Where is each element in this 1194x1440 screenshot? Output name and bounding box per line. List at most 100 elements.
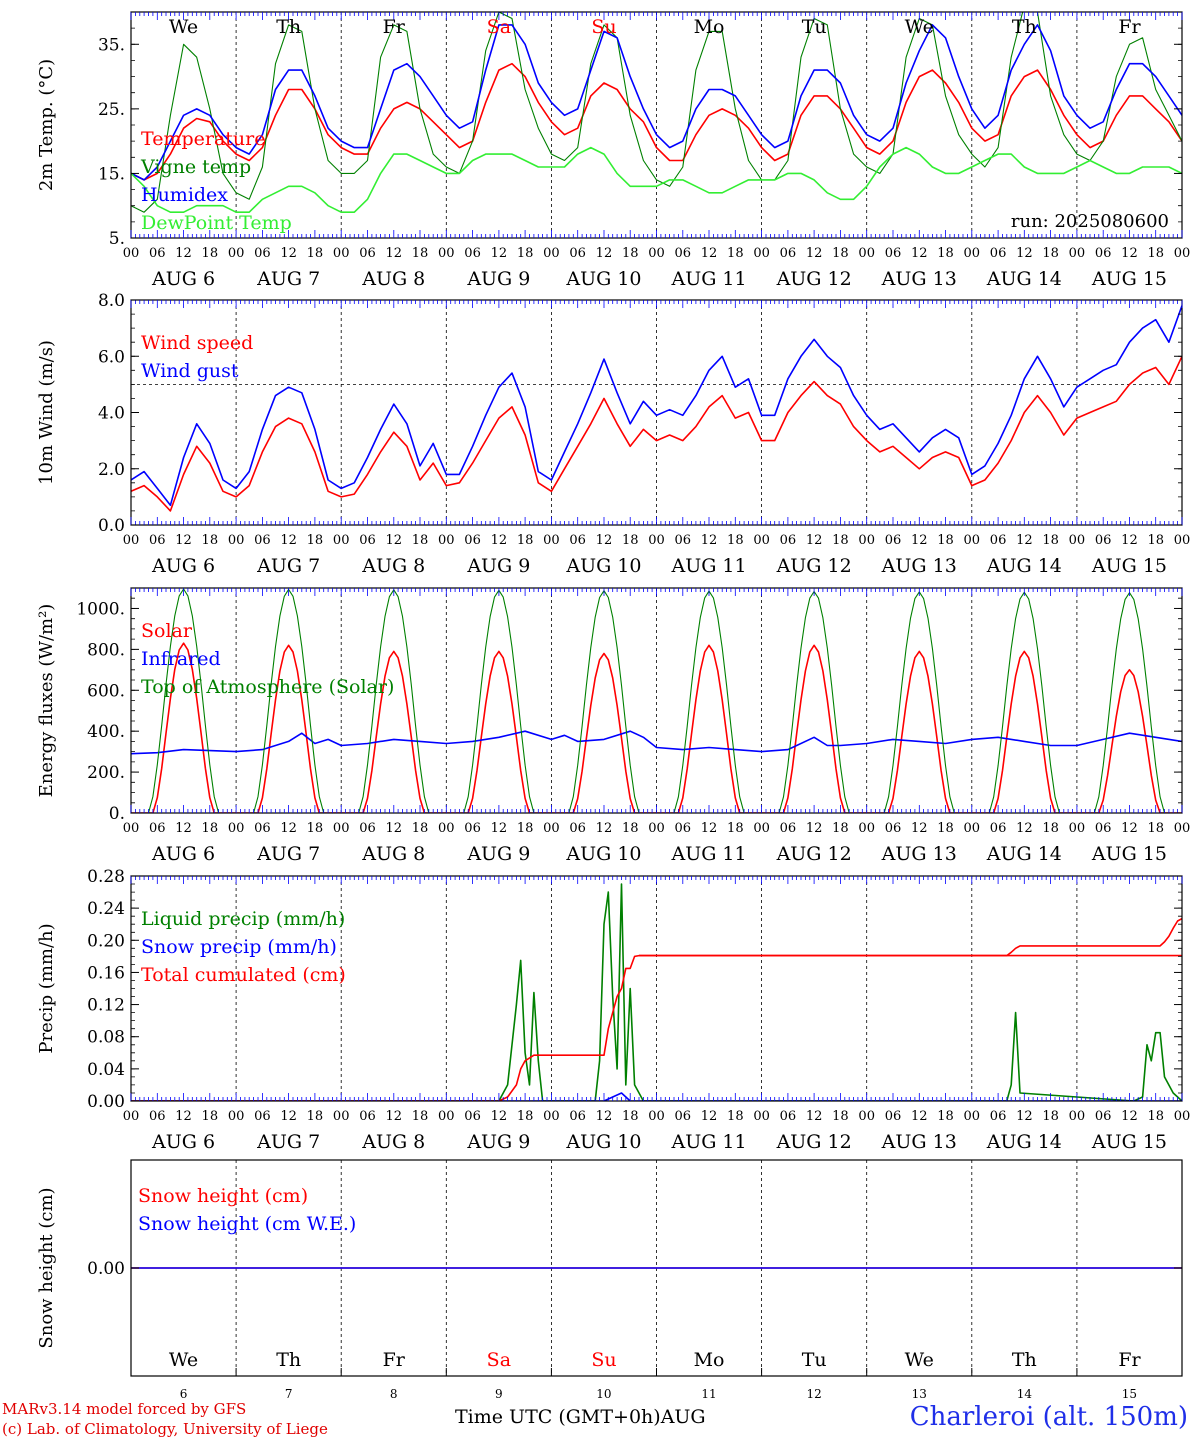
day-date-label: AUG 11 <box>670 1131 746 1153</box>
hour-tick-label: 12 <box>1016 1109 1033 1124</box>
hour-tick-label: 12 <box>491 533 508 548</box>
series-total-cumulated-cm- <box>131 954 1182 1101</box>
y-tick-label: 2.0 <box>98 460 125 480</box>
hour-tick-label: 18 <box>832 533 849 548</box>
day-date-label: AUG 7 <box>256 268 320 290</box>
day-number-label: 6 <box>180 1387 188 1401</box>
hour-tick-label: 12 <box>175 246 192 261</box>
hour-tick-label: 00 <box>228 821 245 836</box>
weekday-label: Th <box>276 1349 301 1371</box>
hour-tick-label: 06 <box>254 821 271 836</box>
day-date-label: AUG 13 <box>881 843 957 865</box>
hour-tick-label: 12 <box>596 246 613 261</box>
weekday-label: Th <box>1012 16 1037 38</box>
hour-tick-label: 18 <box>1147 246 1164 261</box>
y-tick-label: 0.04 <box>87 1060 125 1080</box>
y-minor-ticks <box>131 299 1182 526</box>
hour-tick-label: 18 <box>727 1109 744 1124</box>
hour-tick-label: 00 <box>333 821 350 836</box>
hour-tick-label: 00 <box>648 246 665 261</box>
weekday-label: Su <box>591 1349 616 1371</box>
series-solar <box>131 642 1182 813</box>
hour-tick-label: 12 <box>596 1109 613 1124</box>
hour-tick-label: 06 <box>1095 533 1112 548</box>
weekday-label: Tu <box>802 16 827 38</box>
hour-tick-label: 00 <box>1069 821 1086 836</box>
hour-tick-label: 18 <box>202 1109 219 1124</box>
day-date-label: AUG 6 <box>151 268 215 290</box>
hour-tick-label: 06 <box>149 533 166 548</box>
hour-tick-label: 00 <box>964 1109 981 1124</box>
weekday-label: Fr <box>383 16 406 38</box>
series-total-cumulated-cm-continued <box>639 917 1182 957</box>
hour-tick-label: 18 <box>1147 821 1164 836</box>
hour-tick-label: 00 <box>858 533 875 548</box>
hour-tick-label: 00 <box>753 246 770 261</box>
day-date-label: AUG 14 <box>986 268 1062 290</box>
day-date-label: AUG 9 <box>466 555 530 577</box>
y-axis-label: Snow height (cm) <box>36 1187 57 1348</box>
hour-tick-label: 12 <box>280 246 297 261</box>
hour-tick-label: 12 <box>911 533 928 548</box>
hour-tick-label: 00 <box>333 1109 350 1124</box>
hour-tick-label: 12 <box>701 1109 718 1124</box>
day-date-label: AUG 12 <box>776 555 852 577</box>
weekday-label: Sa <box>487 16 511 38</box>
hour-tick-label: 06 <box>990 1109 1007 1124</box>
panel-3: 0. 200. 400. 600. 800. 1000. Energy fluxes (W/… <box>36 587 1190 865</box>
y-tick-label: 5. <box>109 229 125 249</box>
weekday-label: Mo <box>694 1349 725 1371</box>
hour-tick-label: 12 <box>491 1109 508 1124</box>
legend-entry: Temperature <box>141 128 265 150</box>
hour-tick-label: 06 <box>1095 246 1112 261</box>
weekday-label: Fr <box>1118 1349 1141 1371</box>
legend-entry: Snow height (cm W.E.) <box>138 1213 356 1235</box>
hour-tick-label: 06 <box>464 246 481 261</box>
y-tick-label: 200. <box>87 763 125 783</box>
hour-tick-label: 12 <box>385 1109 402 1124</box>
hour-tick-label: 12 <box>280 1109 297 1124</box>
hour-tick-label: 12 <box>1121 246 1138 261</box>
hour-tick-label: 06 <box>675 1109 692 1124</box>
hour-tick-label: 00 <box>543 1109 560 1124</box>
series-humidex <box>131 24 1182 181</box>
hour-tick-label: 18 <box>1042 1109 1059 1124</box>
hour-tick-label: 00 <box>858 246 875 261</box>
day-date-label: AUG 10 <box>565 1131 641 1153</box>
hour-tick-label: 06 <box>569 821 586 836</box>
hour-tick-label: 12 <box>1121 1109 1138 1124</box>
hour-tick-label: 06 <box>990 533 1007 548</box>
hour-tick-label: 00 <box>123 821 140 836</box>
hour-tick-label: 12 <box>1121 821 1138 836</box>
hour-tick-label: 00 <box>1069 246 1086 261</box>
day-date-label: AUG 11 <box>670 843 746 865</box>
hour-tick-label: 12 <box>491 246 508 261</box>
hour-tick-label: 00 <box>1174 533 1191 548</box>
hour-tick-label: 06 <box>569 246 586 261</box>
hour-tick-label: 18 <box>202 246 219 261</box>
hour-tick-label: 18 <box>1147 1109 1164 1124</box>
hour-tick-label: 18 <box>307 533 324 548</box>
day-date-label: AUG 10 <box>565 268 641 290</box>
hour-tick-label: 06 <box>990 246 1007 261</box>
y-tick-label: 600. <box>87 681 125 701</box>
lab-credit: (c) Lab. of Climatology, University of L… <box>2 1420 328 1438</box>
x-axis-month: AUG <box>660 1406 706 1428</box>
hour-tick-label: 18 <box>832 1109 849 1124</box>
hour-tick-label: 18 <box>937 1109 954 1124</box>
hour-tick-label: 00 <box>858 821 875 836</box>
y-tick-label: 800. <box>87 640 125 660</box>
hour-tick-label: 00 <box>123 246 140 261</box>
hour-tick-label: 00 <box>438 246 455 261</box>
hour-tick-label: 18 <box>622 821 639 836</box>
series-dewpoint-temp <box>131 146 1182 213</box>
hour-tick-label: 18 <box>727 246 744 261</box>
hour-tick-label: 00 <box>964 246 981 261</box>
hour-tick-label: 00 <box>438 821 455 836</box>
hour-tick-label: 00 <box>333 533 350 548</box>
y-tick-label: 400. <box>87 722 125 742</box>
y-tick-label: 6.0 <box>98 347 125 367</box>
y-axis-label: Energy fluxes (W/m²) <box>36 604 57 798</box>
series-group <box>131 588 1182 813</box>
hour-tick-label: 06 <box>885 246 902 261</box>
